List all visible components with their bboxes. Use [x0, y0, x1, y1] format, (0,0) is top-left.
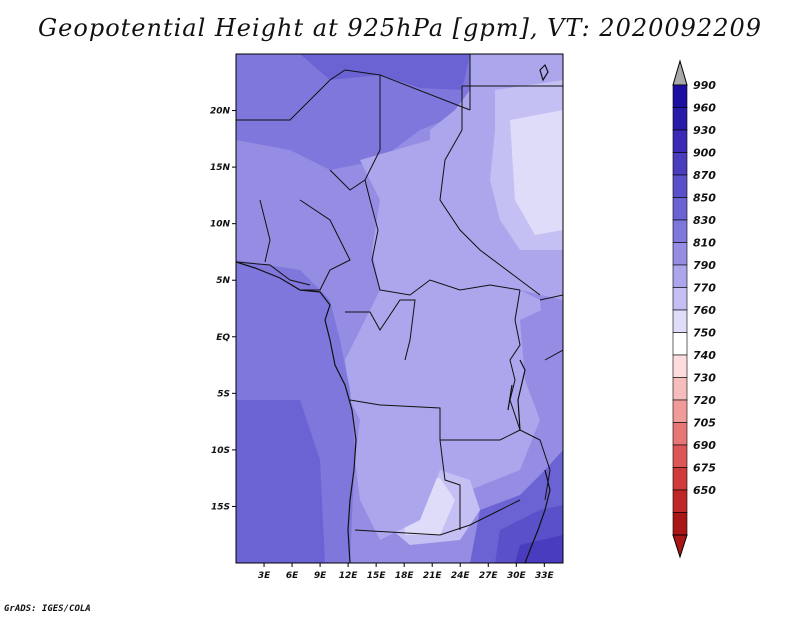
colorbar-level-label: 900 — [693, 147, 716, 160]
lon-tick-label: 12E — [339, 571, 359, 581]
lon-tick-label: 18E — [395, 571, 415, 581]
colorbar-level-label: 930 — [693, 124, 716, 137]
colorbar-swatch — [672, 422, 688, 446]
lon-tick-label: 27E — [479, 571, 499, 581]
lon-tick-label: 6E — [286, 571, 299, 581]
country-borders — [236, 54, 563, 536]
colorbar-swatch — [672, 399, 688, 423]
colorbar-swatch — [672, 84, 688, 108]
lat-tick-label: 5S — [217, 389, 230, 399]
colorbar-level-label: 650 — [693, 484, 716, 497]
colorbar-level-label: 870 — [693, 169, 716, 182]
colorbar-level-label: 705 — [693, 417, 716, 430]
colorbar-swatch — [672, 197, 688, 221]
colorbar-swatch — [672, 264, 688, 288]
colorbar-level-label: 690 — [693, 439, 716, 452]
colorbar-level-label: 810 — [693, 237, 716, 250]
colorbar-swatch — [672, 332, 688, 356]
colorbar-swatch — [672, 174, 688, 198]
colorbar-bottom-arrow — [672, 534, 688, 559]
map-title: Geopotential Height at 925hPa [gpm], VT:… — [38, 14, 762, 42]
lat-tick-label: 10S — [211, 446, 230, 456]
colorbar-level-label: 960 — [693, 102, 716, 115]
colorbar-level-label: 720 — [693, 394, 716, 407]
colorbar-level-label: 730 — [693, 372, 716, 385]
colorbar-swatch — [672, 107, 688, 131]
coastline — [236, 63, 551, 563]
lon-tick-label: 3E — [258, 571, 271, 581]
colorbar-swatch — [672, 354, 688, 378]
lat-tick-label: 5N — [216, 276, 230, 286]
lon-tick-label: 21E — [423, 571, 443, 581]
lat-tick-label: EQ — [216, 333, 230, 343]
lon-tick-label: 24E — [451, 571, 471, 581]
lon-tick-label: 33E — [535, 571, 555, 581]
lat-tick-label: 15N — [210, 163, 231, 173]
colorbar-swatch — [672, 219, 688, 243]
colorbar-swatch — [672, 444, 688, 468]
colorbar: 990 960 930 900 870 850 830 810 790 770 760 750 740 7… — [672, 59, 716, 559]
lon-tick-label: 15E — [367, 571, 387, 581]
colorbar-level-label: 770 — [693, 282, 716, 295]
colorbar-swatch — [672, 287, 688, 311]
colorbar-swatch — [672, 242, 688, 266]
colorbar-swatch — [672, 152, 688, 176]
lat-tick-label: 15S — [211, 502, 230, 512]
colorbar-level-label: 850 — [693, 192, 716, 205]
lon-tick-label: 30E — [507, 571, 527, 581]
lat-tick-label: 20N — [210, 107, 231, 117]
colorbar-level-label: 990 — [693, 79, 716, 92]
longitude-ticks: 3E 6E 9E 12E 15E 18E 21E 24E 27E 30E 33E — [258, 563, 555, 581]
lon-tick-label: 9E — [314, 571, 327, 581]
colorbar-swatch — [672, 489, 688, 513]
colorbar-level-label: 760 — [693, 304, 716, 317]
colorbar-swatch — [672, 512, 688, 536]
map-frame — [235, 53, 564, 564]
height-field — [236, 54, 563, 563]
grads-credit: GrADS: IGES/COLA — [4, 604, 91, 614]
colorbar-level-label: 675 — [693, 462, 716, 475]
colorbar-level-label: 740 — [693, 349, 716, 362]
colorbar-level-label: 790 — [693, 259, 716, 272]
colorbar-level-label: 750 — [693, 327, 716, 340]
lat-tick-label: 10N — [210, 220, 231, 230]
colorbar-swatch — [672, 377, 688, 401]
colorbar-swatch — [672, 129, 688, 153]
colorbar-swatch — [672, 309, 688, 333]
colorbar-top-arrow — [672, 59, 688, 86]
latitude-ticks: 20N 15N 10N 5N EQ 5S 10S 15S — [210, 107, 236, 512]
colorbar-level-label: 830 — [693, 214, 716, 227]
colorbar-swatch — [672, 467, 688, 491]
